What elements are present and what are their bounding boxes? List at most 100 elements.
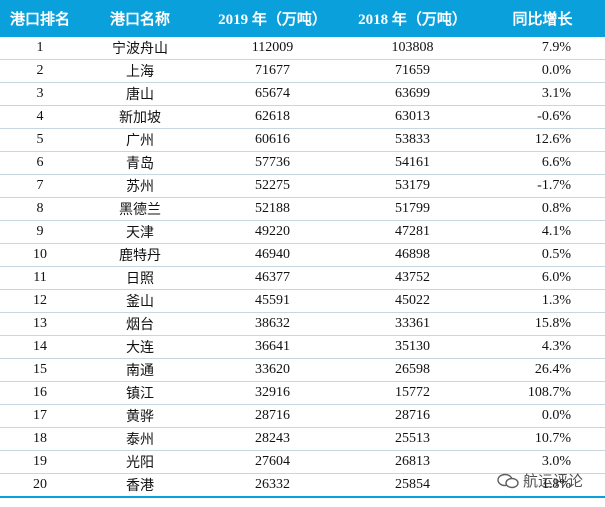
table-cell: 71677 (200, 59, 345, 83)
table-cell: 0.0% (480, 404, 605, 428)
table-cell: 25854 (345, 473, 480, 498)
table-cell: 71659 (345, 59, 480, 83)
table-cell: 19 (0, 450, 80, 474)
table-cell: 1 (0, 37, 80, 60)
table-cell: 12.6% (480, 128, 605, 152)
table-cell: 14 (0, 335, 80, 359)
table-cell: 0.5% (480, 243, 605, 267)
header-cell: 2019 年（万吨） (200, 0, 345, 37)
table-cell: 大连 (80, 335, 200, 359)
header-cell: 港口名称 (80, 0, 200, 37)
table-cell: 黄骅 (80, 404, 200, 428)
table-cell: 52188 (200, 197, 345, 221)
watermark-icon (497, 473, 519, 488)
table-cell: -0.6% (480, 105, 605, 129)
table-cell: 3 (0, 82, 80, 106)
table-row: 8 黑德兰 52188 51799 0.8% (0, 197, 605, 221)
table-cell: 26598 (345, 358, 480, 382)
table-cell: 2 (0, 59, 80, 83)
table-cell: 1.8% (480, 473, 605, 498)
table-cell: 香港 (80, 473, 200, 498)
table-cell: 54161 (345, 151, 480, 175)
table-cell: 18 (0, 427, 80, 451)
table-row: 3 唐山 65674 63699 3.1% (0, 82, 605, 106)
table-cell: 鹿特丹 (80, 243, 200, 267)
table-cell: 宁波舟山 (80, 37, 200, 60)
table-cell: 63699 (345, 82, 480, 106)
table-row: 4 新加坡 62618 63013 -0.6% (0, 105, 605, 129)
table-cell: 43752 (345, 266, 480, 290)
table-cell: 4.1% (480, 220, 605, 244)
table-cell: 33361 (345, 312, 480, 336)
table-cell: 10 (0, 243, 80, 267)
table-cell: 28716 (345, 404, 480, 428)
table-cell: 45022 (345, 289, 480, 313)
table-cell: 6.6% (480, 151, 605, 175)
table-cell: 6.0% (480, 266, 605, 290)
table-row: 12 釜山 45591 45022 1.3% (0, 289, 605, 313)
table-row: 6 青岛 57736 54161 6.6% (0, 151, 605, 175)
table-cell: 镇江 (80, 381, 200, 405)
table-cell: 60616 (200, 128, 345, 152)
table-cell: 苏州 (80, 174, 200, 198)
table-cell: 15 (0, 358, 80, 382)
table-row: 15 南通 33620 26598 26.4% (0, 358, 605, 382)
table-cell: 0.8% (480, 197, 605, 221)
table-cell: 15.8% (480, 312, 605, 336)
table-cell: 5 (0, 128, 80, 152)
table-row: 1 宁波舟山 112009 103808 7.9% (0, 37, 605, 60)
table-cell: 烟台 (80, 312, 200, 336)
table-cell: 4.3% (480, 335, 605, 359)
table-cell: 46898 (345, 243, 480, 267)
table-cell: 57736 (200, 151, 345, 175)
table-row: 7 苏州 52275 53179 -1.7% (0, 174, 605, 198)
table-cell: 38632 (200, 312, 345, 336)
table-row: 2 上海 71677 71659 0.0% (0, 59, 605, 83)
table-cell: 11 (0, 266, 80, 290)
table-cell: 12 (0, 289, 80, 313)
table-cell: 47281 (345, 220, 480, 244)
table-cell: 17 (0, 404, 80, 428)
table-body: 1 宁波舟山 112009 103808 7.9% 2 上海 71677 71659 0.0% 3 唐… (0, 37, 605, 498)
table-row: 10 鹿特丹 46940 46898 0.5% (0, 243, 605, 267)
table-cell: 27604 (200, 450, 345, 474)
table-cell: 112009 (200, 37, 345, 60)
table-cell: 光阳 (80, 450, 200, 474)
table-cell: 26.4% (480, 358, 605, 382)
table-cell: 广州 (80, 128, 200, 152)
table-cell: 49220 (200, 220, 345, 244)
table-cell: 36641 (200, 335, 345, 359)
table-cell: 8 (0, 197, 80, 221)
header-cell: 2018 年（万吨） (345, 0, 480, 37)
table-cell: 25513 (345, 427, 480, 451)
table-cell: 46377 (200, 266, 345, 290)
table-row: 11 日照 46377 43752 6.0% (0, 266, 605, 290)
table-cell: 日照 (80, 266, 200, 290)
watermark: 航运评论 (497, 470, 583, 491)
table-row: 20 香港 26332 25854 1.8% (0, 473, 605, 498)
table-cell: 33620 (200, 358, 345, 382)
table-cell: 唐山 (80, 82, 200, 106)
table-cell: 13 (0, 312, 80, 336)
table-cell: 103808 (345, 37, 480, 60)
header-cell: 港口排名 (0, 0, 80, 37)
table-row: 18 泰州 28243 25513 10.7% (0, 427, 605, 451)
table-cell: 黑德兰 (80, 197, 200, 221)
table-cell: 南通 (80, 358, 200, 382)
table-cell: 3.1% (480, 82, 605, 106)
table-cell: 15772 (345, 381, 480, 405)
table-cell: 51799 (345, 197, 480, 221)
table-row: 13 烟台 38632 33361 15.8% (0, 312, 605, 336)
table-cell: 0.0% (480, 59, 605, 83)
table-cell: 3.0% (480, 450, 605, 474)
table-cell: 16 (0, 381, 80, 405)
table-row: 14 大连 36641 35130 4.3% (0, 335, 605, 359)
table-cell: 釜山 (80, 289, 200, 313)
table-cell: 上海 (80, 59, 200, 83)
table-cell: 62618 (200, 105, 345, 129)
table-cell: 10.7% (480, 427, 605, 451)
table-cell: 32916 (200, 381, 345, 405)
table-cell: 45591 (200, 289, 345, 313)
header-cell: 同比增长 (480, 0, 605, 37)
